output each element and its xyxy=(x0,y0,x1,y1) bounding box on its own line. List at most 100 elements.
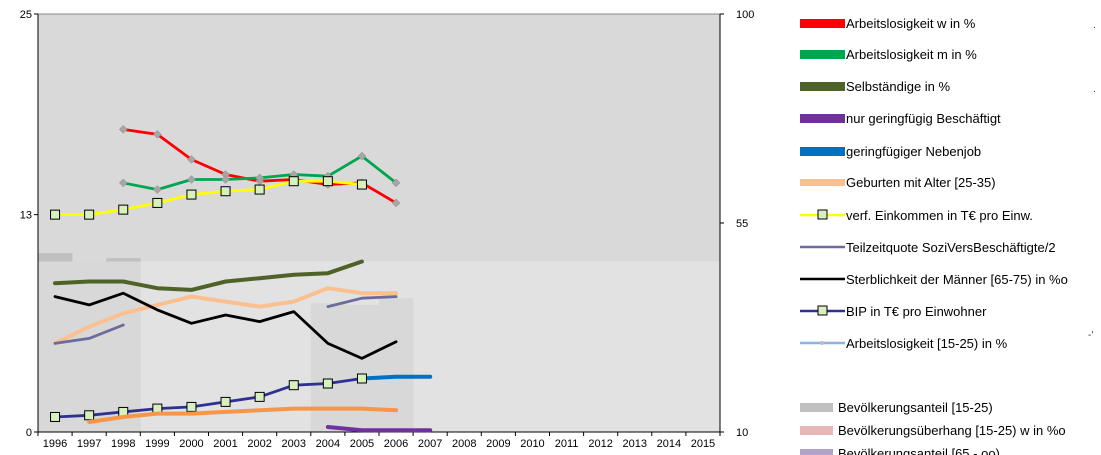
x-tick-label-2004: 2004 xyxy=(316,438,340,450)
legend-item-series-5: Geburten mit Alter [25-35) xyxy=(800,172,996,192)
series-9-marker-2005 xyxy=(356,373,367,384)
series-9-marker-1997 xyxy=(84,410,95,421)
series-1-marker-2005 xyxy=(357,151,367,161)
series-6-marker-2002 xyxy=(254,184,265,195)
legend-item-series-0: Arbeitslosigkeit w in % xyxy=(800,13,975,33)
legend-item-series-9: BIP in T€ pro Einwohner xyxy=(800,301,986,321)
edge-mark-3: -' xyxy=(1088,330,1094,341)
series-6-line-0 xyxy=(53,179,364,217)
legend-label-series-8: Sterblichkeit der Männer [65-75) in %o xyxy=(846,271,1068,287)
legend-label-series-9: BIP in T€ pro Einwohner xyxy=(846,303,987,319)
left-tick-label-0: 0 xyxy=(26,427,32,439)
legend-swatch-bar-1 xyxy=(800,425,833,435)
chart: 0 13 25 10 55 100 1996 1997 1998 1999 2000 2001 2002… xyxy=(20,9,755,450)
series-6-marker-2001 xyxy=(220,186,231,197)
x-tick-label-2000: 2000 xyxy=(179,438,203,450)
series-9-marker-2003 xyxy=(288,380,299,391)
series-1-marker-2001 xyxy=(221,175,230,184)
series-5-line-0 xyxy=(53,286,399,346)
legend-swatch-series-4 xyxy=(800,144,845,158)
legend-item-series-6: verf. Einkommen in T€ pro Einw. xyxy=(800,205,1033,225)
left-tick-label-2: 25 xyxy=(20,9,32,21)
legend-label-series-1: Arbeitslosigkeit m in % xyxy=(846,46,977,62)
series-0-marker-1999 xyxy=(152,130,162,139)
legend-swatch-series-7 xyxy=(800,240,845,254)
legend-item-bar-2: Bevölkerungsanteil [65 - oo) xyxy=(800,443,1000,455)
series-7-line-0 xyxy=(53,323,125,345)
legend-swatch-series-2 xyxy=(800,79,845,93)
x-tick-label-2008: 2008 xyxy=(452,438,476,450)
legend-swatch-series-8 xyxy=(800,272,845,286)
series-9-marker-1996 xyxy=(50,411,61,422)
x-tick-label-2007: 2007 xyxy=(418,438,442,450)
series-6-marker-2004 xyxy=(322,176,333,187)
series-1-marker-2002 xyxy=(255,173,265,183)
legend-label-series-7: Teilzeitquote SoziVersBeschäftigte/2 xyxy=(846,239,1056,255)
x-tick-label-2006: 2006 xyxy=(384,438,408,450)
series-6-marker-1998 xyxy=(118,204,129,215)
series-1-marker-1998 xyxy=(118,178,128,188)
legend-item-series-2: Selbständige in % xyxy=(800,76,950,96)
legend-item-bar-0: Bevölkerungsanteil [15-25) xyxy=(800,397,993,417)
x-tick-label-2001: 2001 xyxy=(213,438,237,450)
x-tick-label-2003: 2003 xyxy=(282,438,306,450)
x-tick-label-2011: 2011 xyxy=(555,438,579,450)
x-tick-label-2005: 2005 xyxy=(350,438,374,450)
series-9-line-0 xyxy=(53,377,364,419)
x-tick-label-2010: 2010 xyxy=(520,438,544,450)
series-6-marker-1999 xyxy=(152,197,163,208)
series-7-line-1 xyxy=(326,295,398,309)
x-tick-label-1998: 1998 xyxy=(111,438,135,450)
edge-mark-1: . xyxy=(1093,20,1096,31)
legend-swatch-bar-0 xyxy=(800,402,833,412)
series-9-marker-2001 xyxy=(220,396,231,407)
legend-label-series-3: nur geringfügig Beschäftigt xyxy=(846,110,1001,126)
left-tick-label-1: 13 xyxy=(20,210,32,222)
overlay-band xyxy=(38,261,720,432)
series-9-marker-2004 xyxy=(322,378,333,389)
legend-label-series-6: verf. Einkommen in T€ pro Einw. xyxy=(846,207,1033,223)
x-tick-label-1999: 1999 xyxy=(145,438,169,450)
right-tick-label-0: 10 xyxy=(736,427,748,439)
series-9-marker-2000 xyxy=(186,401,197,412)
series-1-marker-1999 xyxy=(152,185,162,194)
legend-swatch-series-5 xyxy=(800,175,845,189)
series-6-marker-1996 xyxy=(50,209,61,220)
legend-label-series-10: Arbeitslosigkeit [15-25) in % xyxy=(846,335,1008,351)
legend-label-series-0: Arbeitslosigkeit w in % xyxy=(846,15,976,31)
x-tick-label-2009: 2009 xyxy=(486,438,510,450)
legend-item-series-7: Teilzeitquote SoziVersBeschäftigte/2 xyxy=(800,237,1056,257)
legend-swatch-bar-2 xyxy=(800,448,833,455)
series-6-marker-1997 xyxy=(84,209,95,220)
x-tick-label-2015: 2015 xyxy=(691,438,715,450)
x-tick-label-1996: 1996 xyxy=(43,438,67,450)
series-1-marker-2000 xyxy=(187,175,196,184)
series-11-line-0 xyxy=(87,406,399,424)
series-0-marker-2000 xyxy=(187,155,196,164)
legend-item-series-10: Arbeitslosigkeit [15-25) in % xyxy=(800,333,1007,353)
legend-swatch-series-10 xyxy=(800,336,845,350)
legend: Arbeitslosigkeit w in % Arbeitslosigkeit… xyxy=(800,0,1101,455)
series-1-marker-2006 xyxy=(391,178,401,188)
right-tick-label-2: 100 xyxy=(736,9,754,21)
series-6-marker-2005 xyxy=(356,179,367,190)
series-9-marker-2002 xyxy=(254,391,265,402)
edge-mark-2: . xyxy=(1093,84,1096,95)
legend-label-series-2: Selbständige in % xyxy=(846,78,951,94)
right-tick-label-1: 55 xyxy=(736,218,748,230)
legend-label-bar-0: Bevölkerungsanteil [15-25) xyxy=(838,399,993,415)
series-6-marker-2003 xyxy=(288,176,299,187)
series-0-marker-2006 xyxy=(391,198,401,208)
series-2-line-0 xyxy=(53,259,364,292)
x-tick-label-2014: 2014 xyxy=(657,438,681,450)
series-0-marker-1998 xyxy=(118,125,128,134)
legend-label-series-4: geringfügiger Nebenjob xyxy=(846,143,982,159)
legend-item-series-4: geringfügiger Nebenjob xyxy=(800,141,981,161)
legend-swatch-series-3 xyxy=(800,111,845,125)
x-tick-label-1997: 1997 xyxy=(77,438,101,450)
legend-label-bar-1: Bevölkerungsüberhang [15-25) w in %o xyxy=(838,422,1066,438)
legend-swatch-series-9 xyxy=(800,304,845,318)
series-4-line-0 xyxy=(359,374,433,381)
series-8-line-0 xyxy=(53,291,398,360)
x-tick-label-2012: 2012 xyxy=(588,438,612,450)
